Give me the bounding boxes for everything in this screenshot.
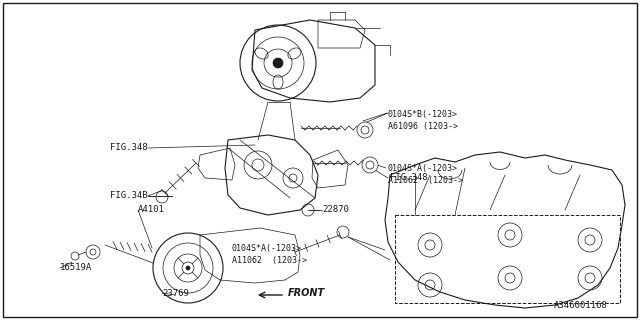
Text: FRONT: FRONT	[288, 288, 325, 298]
Text: 22870: 22870	[322, 205, 349, 214]
Text: A11062  (1203->: A11062 (1203->	[232, 255, 307, 265]
Text: 0104S*A(-1203>: 0104S*A(-1203>	[388, 164, 458, 172]
Circle shape	[186, 266, 190, 270]
Text: FIG.348: FIG.348	[390, 173, 428, 182]
Text: FIG.348: FIG.348	[110, 143, 148, 153]
Text: A11062  (1203->: A11062 (1203->	[388, 175, 463, 185]
Text: 23769: 23769	[162, 289, 189, 298]
Text: FIG.34B: FIG.34B	[110, 191, 148, 201]
Text: 0104S*B(-1203>: 0104S*B(-1203>	[388, 110, 458, 119]
Text: A61096 (1203->: A61096 (1203->	[388, 123, 458, 132]
Text: 16519A: 16519A	[60, 263, 92, 273]
Text: A4101: A4101	[138, 205, 165, 214]
Circle shape	[357, 122, 373, 138]
Bar	[395, 215, 620, 303]
Text: 0104S*A(-1203>: 0104S*A(-1203>	[232, 244, 302, 252]
Circle shape	[273, 58, 283, 68]
Text: A346001168: A346001168	[554, 301, 608, 310]
Circle shape	[362, 157, 378, 173]
